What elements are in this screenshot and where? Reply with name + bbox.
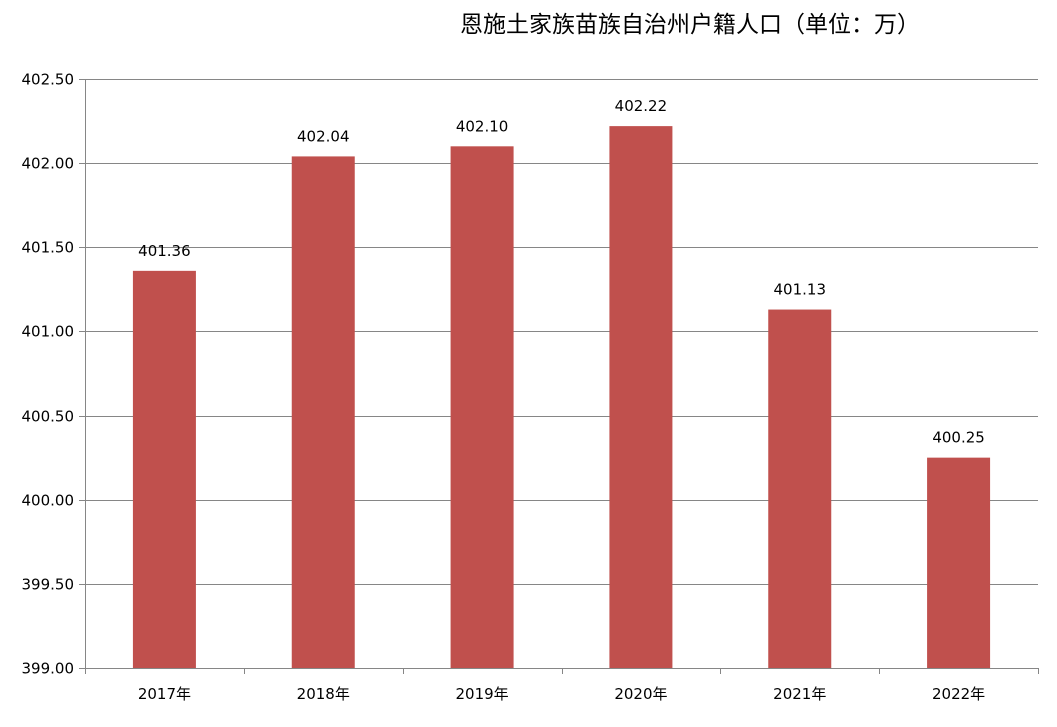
y-axis-tick-labels: 399.00 399.50 400.00 400.50 401.00 401.50 402.…: [22, 71, 75, 678]
bar: [927, 457, 991, 668]
grid-lines: [85, 79, 1038, 669]
y-tick-label: 402.50: [22, 71, 75, 89]
data-label: 402.10: [456, 117, 509, 135]
data-labels: 401.36 402.04 402.10 402.22 401.13 400.25: [138, 97, 985, 447]
data-label: 400.25: [932, 429, 985, 447]
data-label: 401.36: [138, 242, 191, 260]
data-label: 402.04: [297, 127, 350, 145]
y-tick-label: 402.00: [22, 155, 75, 173]
bar: [609, 126, 673, 669]
bars: [132, 126, 991, 669]
y-tick-label: 400.50: [22, 408, 75, 426]
bar: [291, 156, 355, 668]
y-tick-label: 399.00: [22, 660, 75, 678]
y-tick-label: 399.50: [22, 576, 75, 594]
x-tick-label: 2018年: [297, 685, 350, 703]
y-tick-label: 400.00: [22, 492, 75, 510]
x-tick-label: 2022年: [932, 685, 985, 703]
data-label: 401.13: [774, 281, 827, 299]
bar: [450, 146, 514, 669]
x-tick-label: 2017年: [138, 685, 191, 703]
x-tick-label: 2021年: [773, 685, 826, 703]
x-tick-label: 2019年: [455, 685, 508, 703]
x-tick-label: 2020年: [614, 685, 667, 703]
y-tick-label: 401.50: [22, 239, 75, 257]
x-axis-tick-labels: 2017年 2018年 2019年 2020年 2021年 2022年: [138, 685, 985, 703]
bar: [768, 309, 832, 668]
bar: [132, 270, 196, 668]
axes: [79, 79, 1039, 674]
data-label: 402.22: [615, 97, 668, 115]
chart-title: 恩施土家族苗族自治州户籍人口（单位：万）: [460, 12, 920, 38]
y-tick-label: 401.00: [22, 323, 75, 341]
